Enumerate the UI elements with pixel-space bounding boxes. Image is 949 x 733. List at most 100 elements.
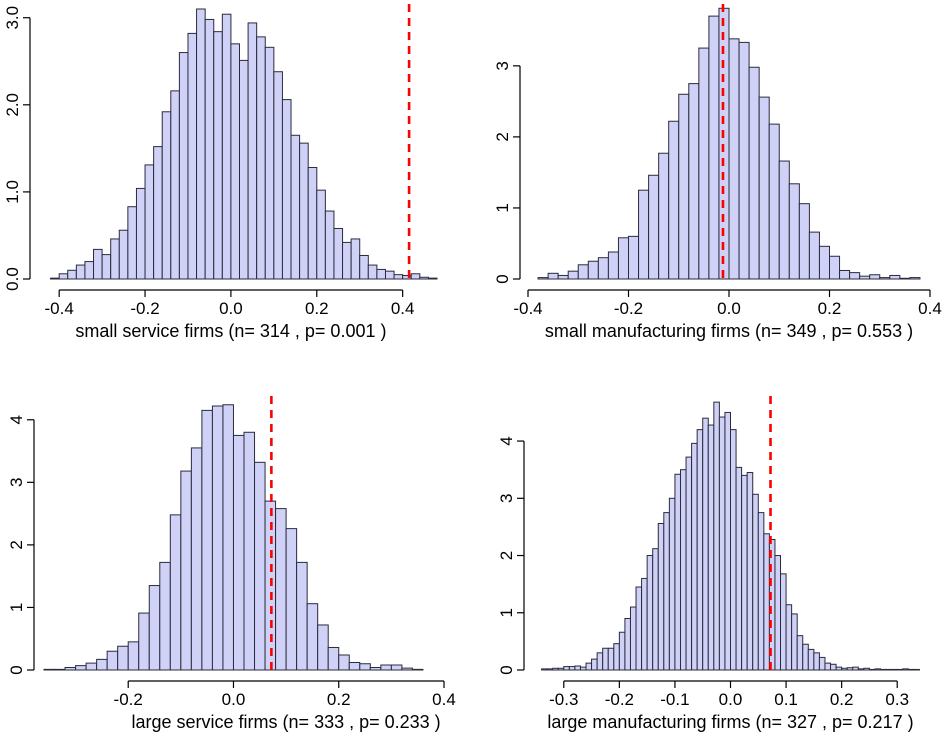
histogram-bar: [546, 668, 554, 671]
histogram-bar: [813, 652, 820, 671]
x-tick-label: 0.1: [774, 690, 798, 709]
histogram-bar: [317, 624, 329, 671]
histogram-bar: [384, 270, 395, 280]
histogram-bar: [909, 277, 921, 280]
histogram-bar: [863, 667, 870, 671]
x-axis: -0.2 0.0 0.2 0.4: [114, 680, 456, 709]
histogram-bar: [648, 174, 660, 280]
histogram-bars: [43, 404, 424, 671]
histogram-bar: [537, 277, 549, 280]
histogram-bar: [708, 15, 720, 280]
histogram-bar: [213, 31, 223, 280]
histogram-bar: [741, 474, 748, 671]
histogram-bar: [196, 8, 206, 280]
histogram-bar: [907, 668, 915, 671]
histogram-bar: [746, 472, 754, 671]
histogram-bar: [96, 658, 108, 671]
histogram-bar: [646, 555, 654, 671]
x-axis-caption: small manufacturing firms (n= 349 , p= 0…: [545, 321, 913, 341]
histogram-bar: [607, 251, 619, 280]
histogram-bar: [427, 277, 438, 280]
histogram-bar: [410, 273, 421, 280]
x-tick-label: -0.2: [605, 690, 634, 709]
histogram-bar: [419, 276, 429, 280]
y-tick-label: 1.0: [3, 180, 22, 204]
histogram-bar: [285, 528, 298, 671]
histogram-bar: [221, 13, 232, 280]
histogram-bar: [724, 411, 732, 671]
histogram-bar: [93, 248, 103, 280]
histogram-bar: [713, 401, 720, 671]
histogram-bar: [127, 641, 140, 671]
histogram-bar: [818, 656, 826, 671]
histogram-bar: [796, 635, 804, 671]
histogram-bar: [752, 493, 759, 671]
histogram-bar: [698, 47, 710, 280]
histogram-bar: [668, 120, 680, 280]
histogram-bar: [75, 264, 86, 280]
histogram-bar: [587, 260, 599, 280]
x-tick-label: 0.0: [719, 690, 743, 709]
histogram-bar: [885, 668, 893, 671]
histogram-bar: [169, 514, 182, 671]
x-tick-label: 0.4: [432, 690, 456, 709]
histogram-bar: [239, 59, 249, 280]
histogram-bars: [541, 401, 920, 671]
y-tick-label: 1: [497, 608, 516, 617]
histogram-bar: [144, 164, 155, 280]
y-tick-label: 0: [7, 665, 26, 674]
x-tick-label: -0.3: [549, 690, 578, 709]
x-tick-label: -0.2: [114, 690, 143, 709]
histogram-bar: [757, 512, 765, 671]
histogram-bar: [798, 203, 810, 280]
histogram-bar: [678, 93, 690, 280]
histogram-bars: [50, 8, 438, 280]
histogram-bar: [256, 36, 266, 280]
histogram-bar: [585, 662, 593, 671]
y-axis: 0 1 2 3 4: [7, 415, 35, 675]
histogram-bar: [369, 667, 382, 671]
histogram-bar: [153, 146, 163, 280]
histogram-bar: [54, 668, 66, 671]
y-axis: 0 1 2 3: [493, 61, 521, 284]
histogram-bar: [201, 409, 213, 671]
x-tick-label: 0.4: [918, 299, 942, 318]
histogram-bar: [913, 668, 920, 671]
histogram-bar: [868, 668, 876, 671]
histogram-bar: [359, 254, 369, 280]
histogram-bar: [296, 561, 308, 671]
histogram-bar: [597, 257, 609, 280]
histogram-bar: [264, 46, 275, 280]
histogram-bar: [763, 533, 770, 671]
histogram-bar: [127, 206, 137, 280]
histogram-bar: [333, 227, 344, 280]
histogram-bar: [902, 668, 909, 671]
x-axis: -0.4 -0.2 0.0 0.2 0.4: [513, 289, 942, 318]
histogram-bar: [613, 643, 620, 671]
histogram-bar: [730, 429, 737, 671]
histogram-bar: [547, 272, 559, 280]
histogram-bar: [43, 668, 56, 671]
x-tick-label: 0.0: [219, 299, 243, 318]
histogram-bar: [849, 272, 861, 280]
histogram-bar: [232, 434, 245, 671]
histogram-bar: [324, 210, 335, 280]
histogram-bar: [568, 666, 576, 671]
histogram-bar: [380, 664, 392, 671]
histogram-bar: [788, 183, 800, 280]
histogram-bar: [118, 229, 129, 280]
histogram-bar: [791, 613, 798, 671]
histogram-bar: [243, 431, 256, 671]
histogram-bar: [688, 83, 700, 280]
histogram-bar: [768, 123, 780, 280]
histogram-bar: [159, 561, 171, 671]
histogram-bar: [617, 237, 630, 280]
y-tick-label: 3: [493, 61, 512, 70]
histogram-bar: [624, 617, 631, 671]
y-tick-label: 1: [7, 603, 26, 612]
y-axis: 0.0 1.0 2.0 3.0: [3, 6, 31, 291]
histogram-bar: [110, 238, 120, 280]
histogram-bar: [748, 66, 760, 280]
x-tick-label: 0.2: [830, 690, 854, 709]
histogram-bar: [178, 52, 189, 280]
